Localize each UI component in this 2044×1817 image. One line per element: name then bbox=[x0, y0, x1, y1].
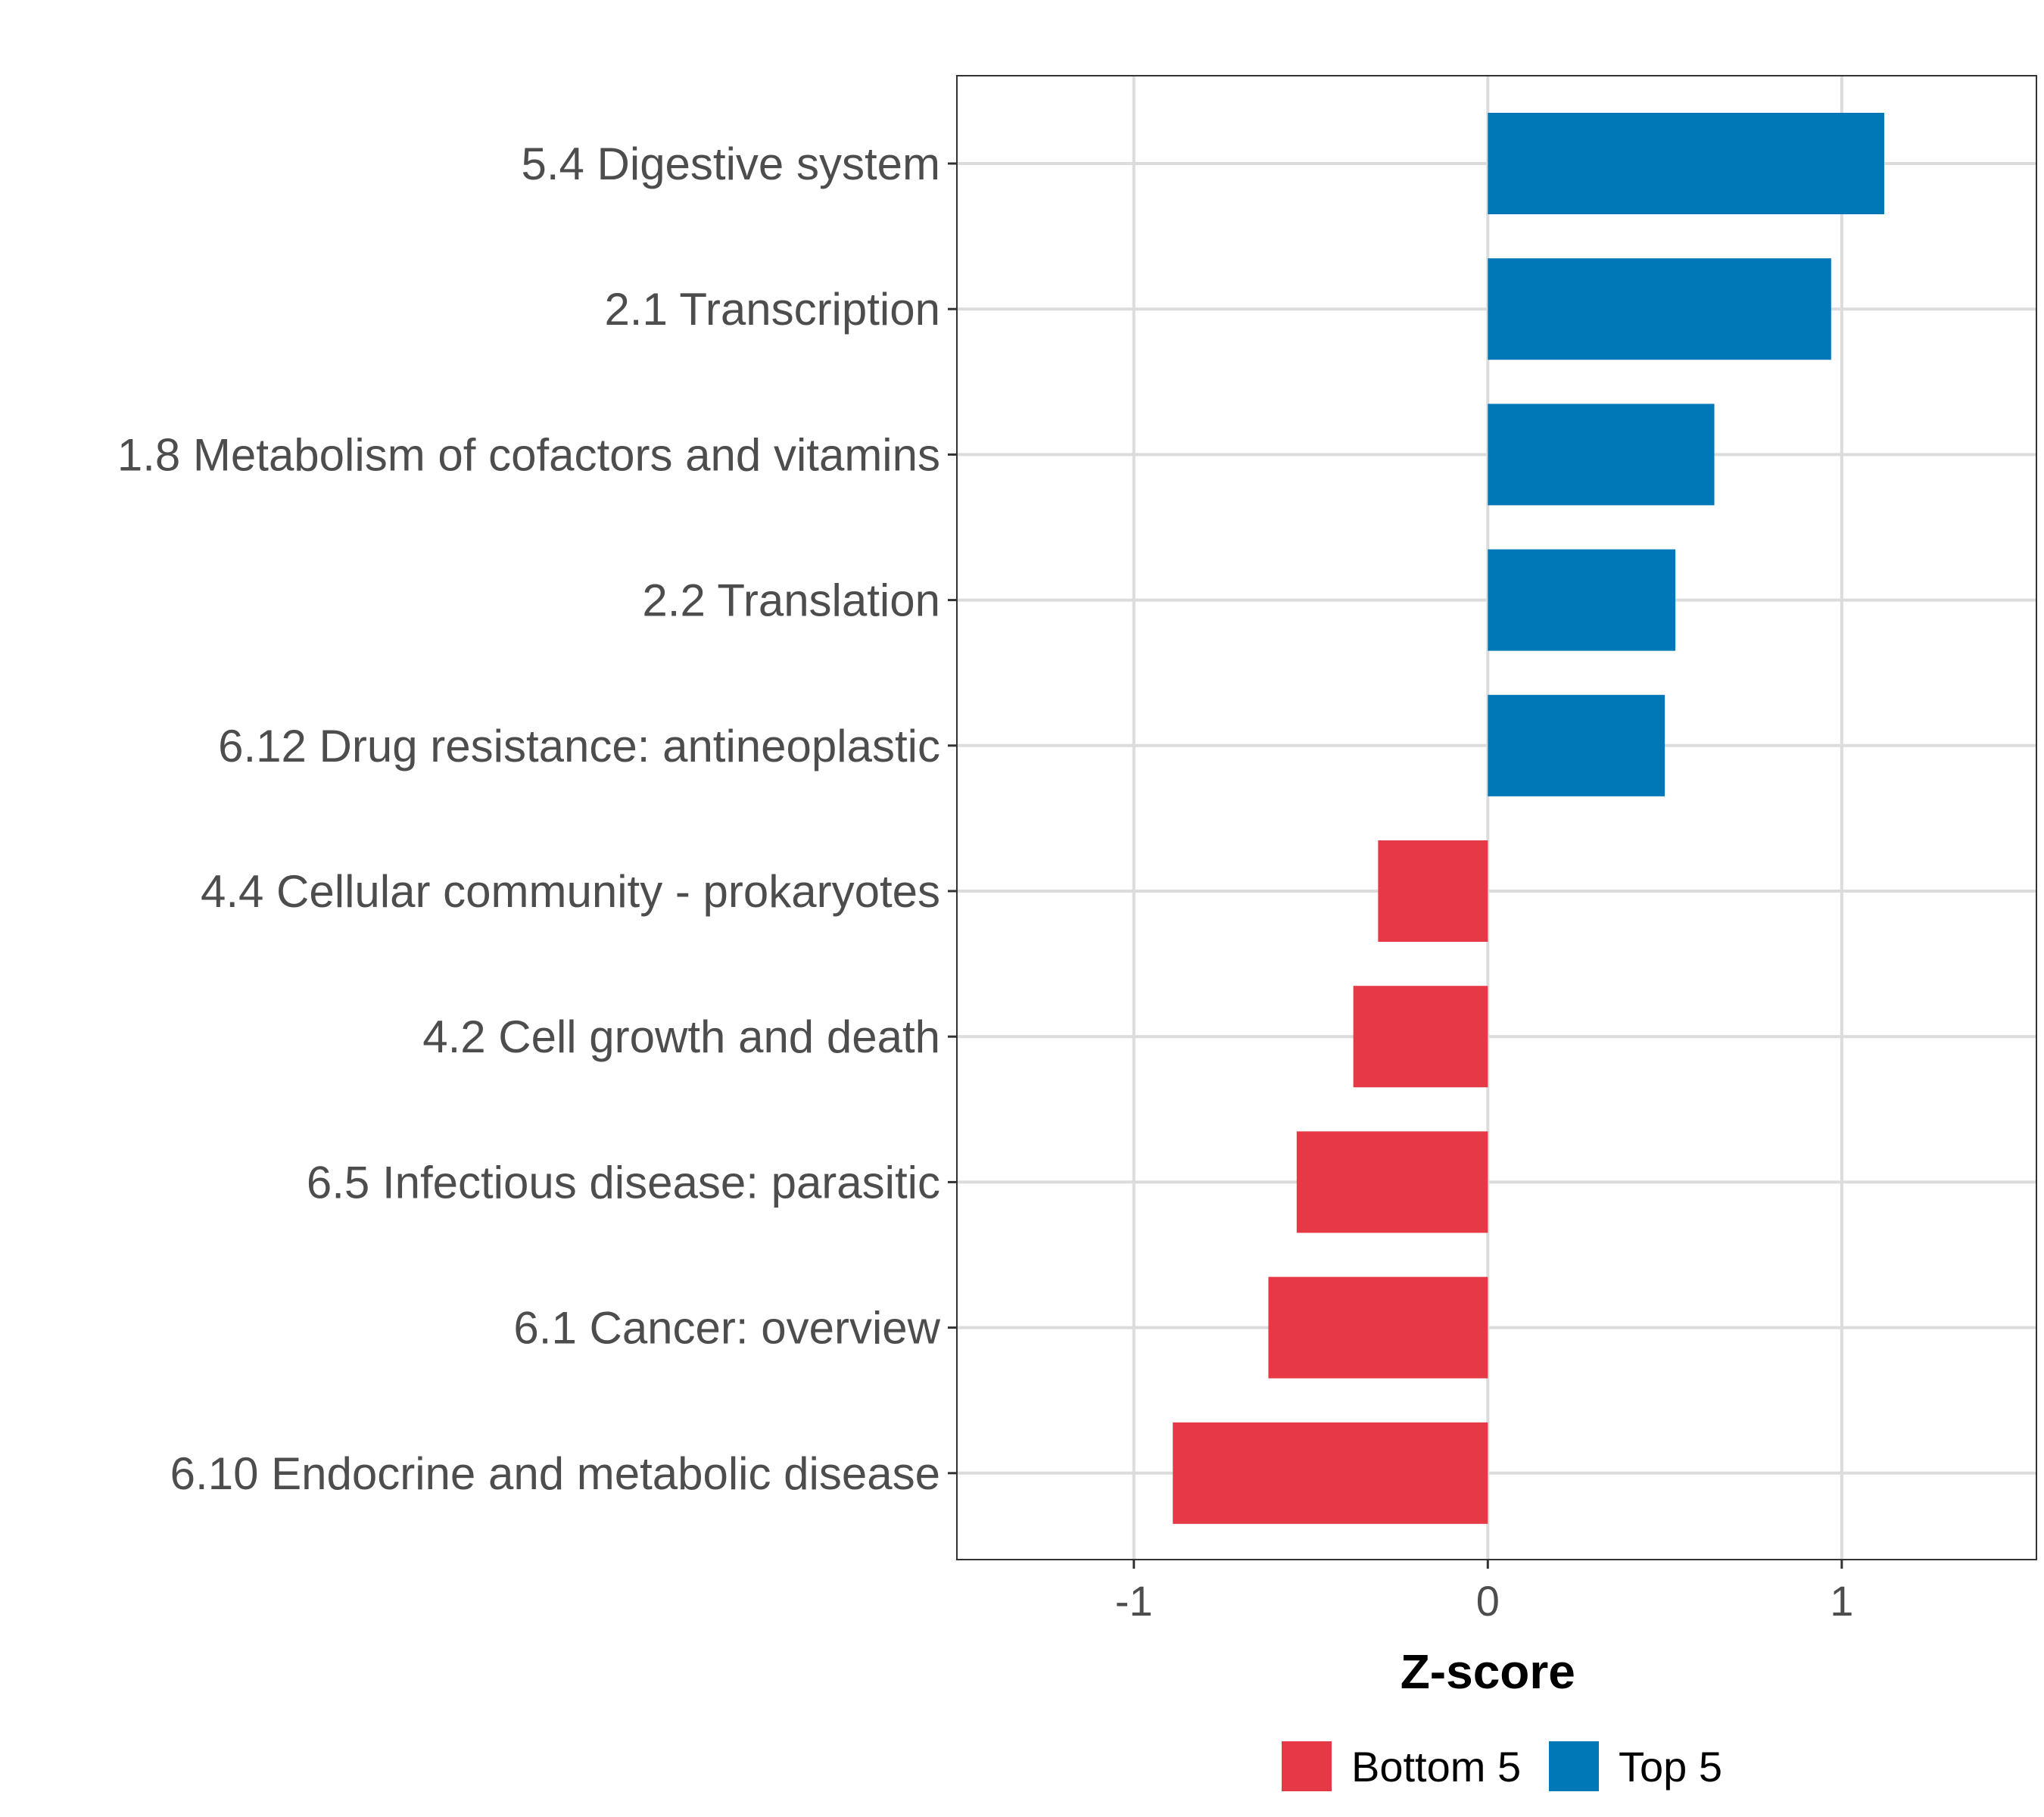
legend-swatch bbox=[1549, 1741, 1599, 1791]
bar bbox=[1488, 549, 1676, 651]
bar bbox=[1488, 113, 1884, 214]
gridlines bbox=[957, 76, 2036, 1560]
plot-panel bbox=[956, 75, 2037, 1560]
x-tick-label: -1 bbox=[1115, 1577, 1153, 1625]
category-label: 2.2 Translation bbox=[642, 575, 940, 626]
bar bbox=[1488, 404, 1715, 506]
y-axis: 5.4 Digestive system 2.1 Transcription 1.8… bbox=[117, 139, 957, 1499]
x-axis-title: Z-score bbox=[1401, 1644, 1575, 1699]
category-label: 5.4 Digestive system bbox=[521, 139, 940, 189]
bar bbox=[1488, 258, 1831, 360]
category-label: 6.12 Drug resistance: antineoplastic bbox=[218, 721, 940, 771]
bars bbox=[1173, 113, 1884, 1524]
category-label: 4.4 Cellular community - prokaryotes bbox=[201, 866, 940, 917]
bar bbox=[1296, 1131, 1488, 1233]
category-label: 6.5 Infectious disease: parasitic bbox=[307, 1157, 940, 1208]
bar bbox=[1268, 1276, 1488, 1379]
bar bbox=[1378, 840, 1488, 942]
legend-label: Top 5 bbox=[1619, 1743, 1722, 1791]
legend-swatch bbox=[1282, 1741, 1332, 1791]
bar bbox=[1173, 1422, 1488, 1524]
panel-border bbox=[956, 75, 2037, 1560]
category-label: 6.10 Endocrine and metabolic disease bbox=[170, 1448, 940, 1499]
x-tick-label: 0 bbox=[1476, 1577, 1500, 1625]
category-label: 6.1 Cancer: overview bbox=[513, 1303, 940, 1354]
category-label: 4.2 Cell growth and death bbox=[422, 1011, 940, 1062]
x-axis: -1 0 1 bbox=[1115, 1560, 1853, 1625]
legend: Bottom 5 Top 5 bbox=[1282, 1741, 1722, 1791]
category-label: 2.1 Transcription bbox=[604, 284, 940, 335]
legend-label: Bottom 5 bbox=[1351, 1743, 1521, 1791]
x-tick-label: 1 bbox=[1830, 1577, 1853, 1625]
bar bbox=[1353, 986, 1488, 1088]
category-label: 1.8 Metabolism of cofactors and vitamins bbox=[117, 429, 940, 480]
bar bbox=[1488, 694, 1665, 796]
